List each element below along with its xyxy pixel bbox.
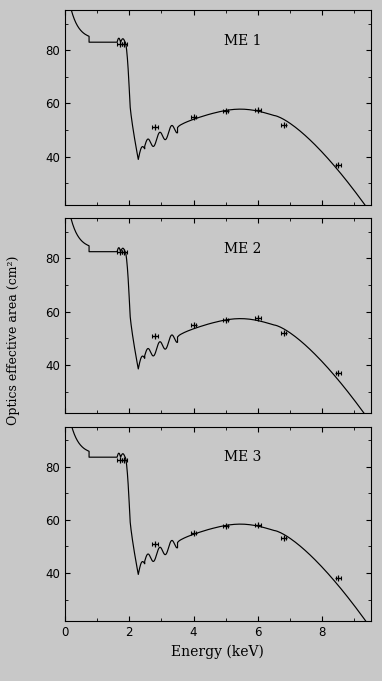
Text: Optics effective area (cm²): Optics effective area (cm²) <box>7 256 20 425</box>
Text: ME 2: ME 2 <box>224 242 261 256</box>
X-axis label: Energy (keV): Energy (keV) <box>171 644 264 659</box>
Text: ME 1: ME 1 <box>224 33 261 48</box>
Text: ME 3: ME 3 <box>224 450 261 464</box>
